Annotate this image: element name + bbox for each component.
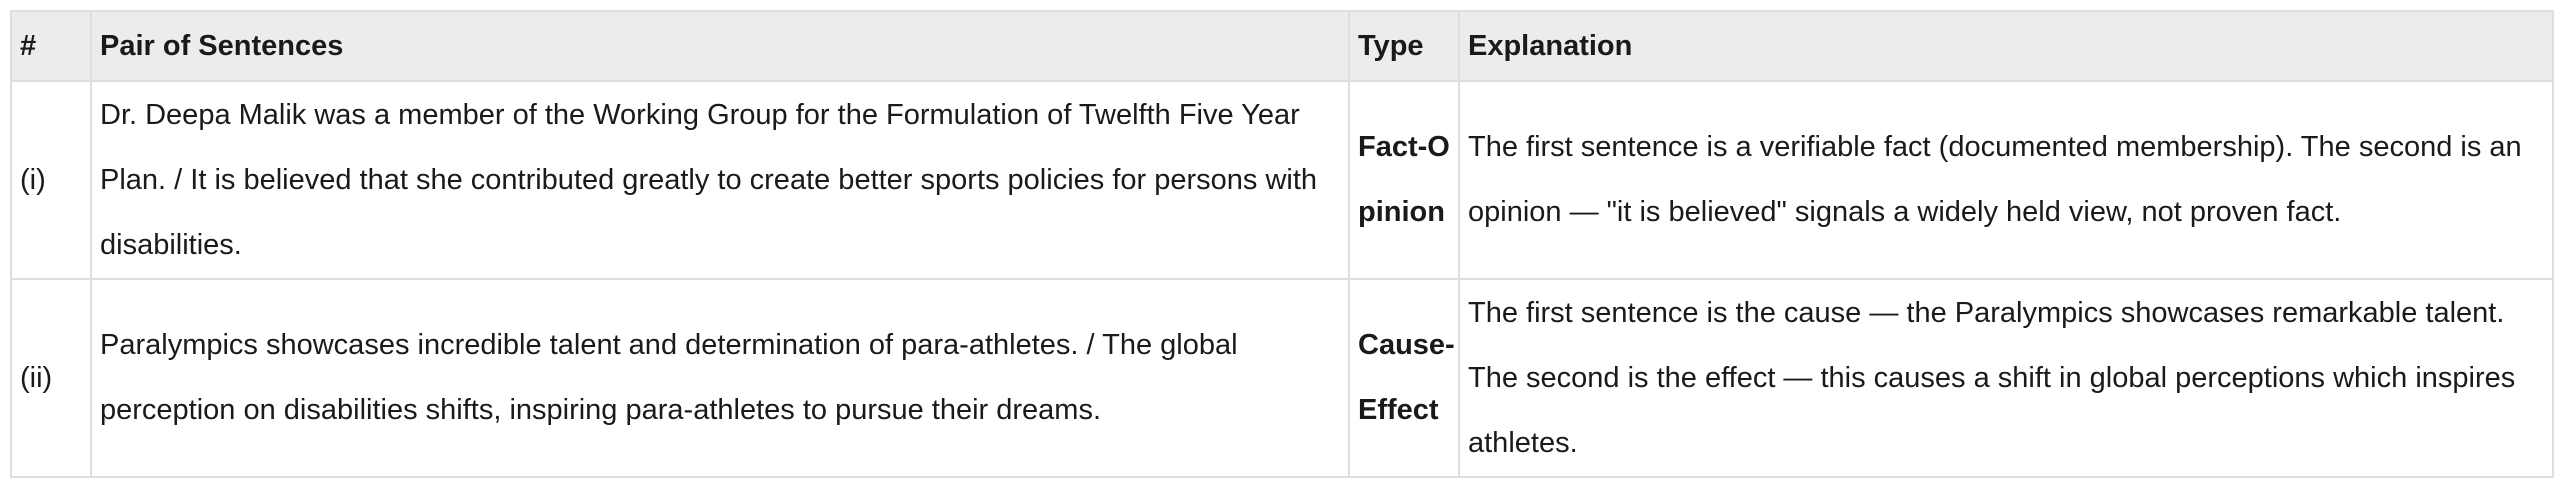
relation-type: Cause-Effect [1348,278,1460,478]
sentence-pair: Paralympics showcases incredible talent … [90,278,1350,478]
header-row: # Pair of Sentences Type Explanation [10,10,2554,82]
relation-type: Fact-Opinion [1348,80,1460,280]
table-row: (i) Dr. Deepa Malik was a member of the … [10,80,2554,280]
sentence-pair: Dr. Deepa Malik was a member of the Work… [90,80,1350,280]
row-number: (i) [10,80,92,280]
table-row: (ii) Paralympics showcases incredible ta… [10,278,2554,478]
header-type: Type [1348,10,1460,82]
header-pair: Pair of Sentences [90,10,1350,82]
explanation: The first sentence is the cause — the Pa… [1458,278,2554,478]
sentence-pairs-table: # Pair of Sentences Type Explanation (i)… [10,10,2554,478]
header-number: # [10,10,92,82]
row-number: (ii) [10,278,92,478]
header-explanation: Explanation [1458,10,2554,82]
explanation: The first sentence is a verifiable fact … [1458,80,2554,280]
